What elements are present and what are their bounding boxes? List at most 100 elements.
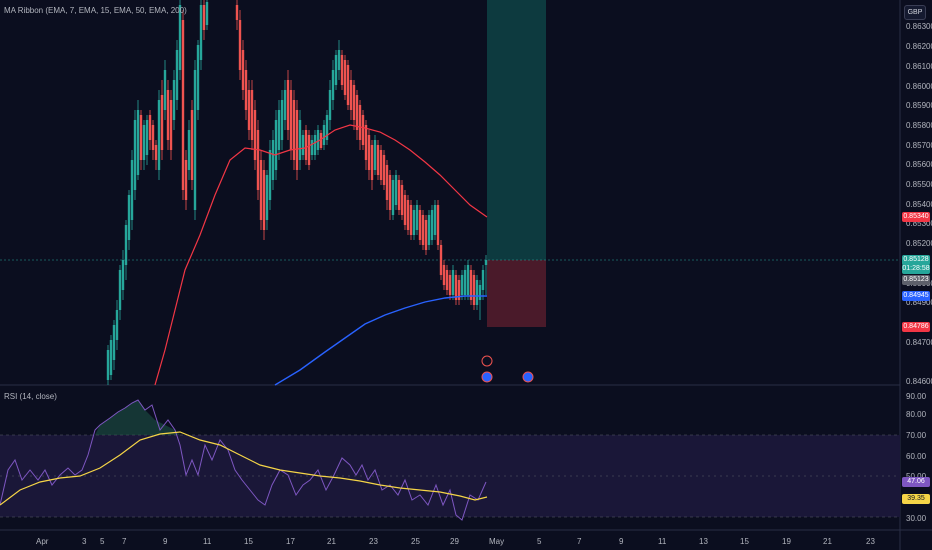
time-tick: 17 bbox=[286, 537, 295, 546]
time-tick: 23 bbox=[866, 537, 875, 546]
candle-body bbox=[298, 120, 302, 160]
candle-body bbox=[310, 140, 314, 155]
time-tick: 9 bbox=[619, 537, 624, 546]
candle-body bbox=[238, 20, 242, 70]
candle-body bbox=[178, 5, 182, 70]
candle-body bbox=[109, 340, 113, 375]
rsi-title[interactable]: RSI (14, close) bbox=[4, 392, 57, 401]
candle-body bbox=[358, 105, 362, 140]
candle-body bbox=[409, 205, 413, 235]
candle-body bbox=[271, 140, 275, 180]
candle-body bbox=[340, 55, 344, 85]
candle-body bbox=[475, 280, 479, 305]
candle-body bbox=[325, 115, 329, 140]
time-tick: 11 bbox=[658, 537, 667, 546]
rsi-overbought-fill bbox=[95, 400, 180, 435]
target-zone bbox=[487, 0, 546, 260]
candle-body bbox=[322, 125, 326, 145]
candle-body bbox=[307, 135, 311, 165]
candle-body bbox=[481, 270, 485, 290]
rsi-tick: 50.00 bbox=[906, 472, 926, 481]
candle-body bbox=[196, 45, 200, 110]
candle-body bbox=[364, 125, 368, 160]
time-tick: 13 bbox=[699, 537, 708, 546]
candle-body bbox=[394, 175, 398, 205]
time-tick: 3 bbox=[82, 537, 87, 546]
rsi-tick: 90.00 bbox=[906, 392, 927, 401]
candle-body bbox=[190, 110, 194, 180]
candle-body bbox=[205, 2, 209, 25]
candle-body bbox=[457, 280, 461, 300]
candle-body bbox=[424, 220, 428, 250]
time-tick: 7 bbox=[122, 537, 127, 546]
candle-body bbox=[142, 125, 146, 160]
candle-body bbox=[304, 130, 308, 160]
candle-body bbox=[295, 110, 299, 170]
candle-body bbox=[280, 100, 284, 140]
candle-body bbox=[415, 205, 419, 230]
candle-body bbox=[421, 215, 425, 245]
rsi-tick: 70.00 bbox=[906, 431, 927, 440]
candle-body bbox=[370, 145, 374, 180]
indicator-title[interactable]: MA Ribbon (EMA, 7, EMA, 15, EMA, 50, EMA… bbox=[4, 6, 187, 15]
candle-body bbox=[175, 50, 179, 100]
candle-body bbox=[349, 80, 353, 110]
currency-button[interactable]: GBP bbox=[904, 5, 926, 20]
ema50-line bbox=[154, 124, 488, 386]
candle-body bbox=[262, 170, 266, 230]
candle-body bbox=[169, 100, 173, 150]
candle-body bbox=[397, 180, 401, 210]
candle-body bbox=[478, 285, 482, 300]
dividend-icon bbox=[522, 371, 534, 383]
lightning-icon bbox=[481, 355, 493, 367]
stop-level-tag: 0.84786 bbox=[902, 322, 930, 332]
candle-body bbox=[250, 90, 254, 140]
candle-body bbox=[292, 100, 296, 160]
candle-body bbox=[472, 275, 476, 305]
candle-body bbox=[301, 135, 305, 155]
rsi-tick: 80.00 bbox=[906, 410, 927, 419]
ema50-price-tag: 0.85340 bbox=[902, 212, 930, 222]
candle-body bbox=[454, 275, 458, 300]
candle-body bbox=[151, 125, 155, 150]
time-tick: 5 bbox=[100, 537, 105, 546]
candle-body bbox=[346, 65, 350, 105]
rsi-line bbox=[0, 399, 487, 521]
candle-body bbox=[343, 60, 347, 95]
candle-body bbox=[106, 350, 110, 380]
candle-body bbox=[115, 310, 119, 340]
rsi-tick: 60.00 bbox=[906, 452, 927, 461]
time-tick: 25 bbox=[411, 537, 420, 546]
candle-body bbox=[373, 140, 377, 170]
candle-body bbox=[382, 155, 386, 185]
candle-body bbox=[133, 120, 137, 190]
candle-body bbox=[241, 50, 245, 90]
candle-body bbox=[256, 130, 260, 190]
candle-body bbox=[283, 90, 287, 120]
candle-body bbox=[112, 325, 116, 360]
candle-body bbox=[121, 260, 125, 290]
current-price-tag: 0.85128 bbox=[902, 255, 930, 265]
candle-body bbox=[406, 200, 410, 230]
candle-body bbox=[130, 160, 134, 220]
candle-body bbox=[199, 5, 203, 60]
rsi-value-tag: 47.06 bbox=[902, 477, 930, 487]
time-tick: 21 bbox=[327, 537, 336, 546]
candle-body bbox=[148, 115, 152, 140]
time-tick: 19 bbox=[782, 537, 791, 546]
candle-body bbox=[244, 70, 248, 110]
candle-body bbox=[139, 115, 143, 160]
candle-body bbox=[463, 270, 467, 295]
candle-body bbox=[289, 90, 293, 150]
candle-body bbox=[316, 130, 320, 150]
time-tick: 15 bbox=[244, 537, 253, 546]
candle-body bbox=[436, 205, 440, 245]
candle-body bbox=[427, 215, 431, 245]
candle-body bbox=[136, 110, 140, 175]
